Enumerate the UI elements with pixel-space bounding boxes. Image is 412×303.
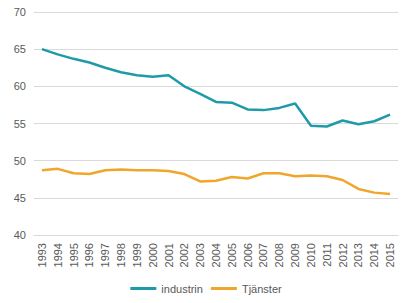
- svg-text:70: 70: [14, 6, 26, 18]
- svg-text:2008: 2008: [273, 243, 285, 267]
- svg-text:1993: 1993: [36, 243, 48, 267]
- svg-text:2006: 2006: [242, 243, 254, 267]
- svg-text:2010: 2010: [305, 243, 317, 267]
- svg-text:45: 45: [14, 192, 26, 204]
- svg-text:2015: 2015: [384, 243, 396, 267]
- svg-text:2003: 2003: [194, 243, 206, 267]
- svg-text:50: 50: [14, 155, 26, 167]
- svg-text:2014: 2014: [368, 243, 380, 267]
- svg-text:40: 40: [14, 229, 26, 241]
- svg-text:2004: 2004: [210, 243, 222, 267]
- svg-text:2002: 2002: [178, 243, 190, 267]
- svg-text:2009: 2009: [289, 243, 301, 267]
- svg-text:1999: 1999: [131, 243, 143, 267]
- svg-text:1994: 1994: [52, 243, 64, 267]
- svg-text:65: 65: [14, 43, 26, 55]
- svg-text:Tjänster: Tjänster: [242, 283, 282, 295]
- svg-text:2005: 2005: [226, 243, 238, 267]
- svg-text:1998: 1998: [115, 243, 127, 267]
- svg-text:2012: 2012: [337, 243, 349, 267]
- svg-text:2011: 2011: [321, 243, 333, 267]
- svg-text:55: 55: [14, 118, 26, 130]
- svg-text:2000: 2000: [147, 243, 159, 267]
- svg-text:1995: 1995: [68, 243, 80, 267]
- svg-text:2007: 2007: [257, 243, 269, 267]
- svg-text:60: 60: [14, 80, 26, 92]
- svg-text:2013: 2013: [352, 243, 364, 267]
- svg-text:industrin: industrin: [161, 283, 203, 295]
- svg-text:1997: 1997: [99, 243, 111, 267]
- svg-text:1996: 1996: [83, 243, 95, 267]
- svg-text:2001: 2001: [163, 243, 175, 267]
